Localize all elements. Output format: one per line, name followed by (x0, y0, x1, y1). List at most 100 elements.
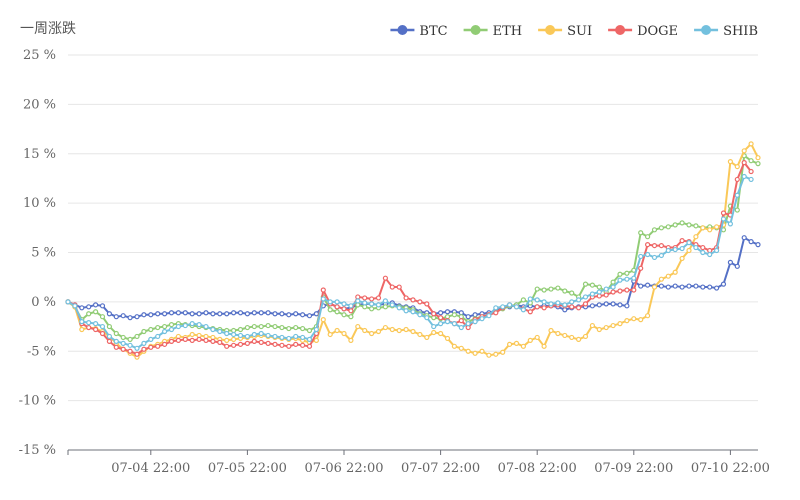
data-point (631, 316, 637, 322)
data-point (748, 158, 754, 164)
data-point (127, 336, 133, 342)
data-point (438, 310, 444, 316)
legend-item-shib[interactable]: SHIB (694, 24, 758, 39)
legend-item-eth[interactable]: ETH (463, 24, 523, 39)
data-point (651, 227, 658, 233)
data-point (175, 337, 181, 343)
legend-item-sui[interactable]: SUI (538, 24, 592, 39)
chart-title: 一周涨跌 (20, 21, 76, 37)
data-point (341, 330, 347, 337)
data-point (610, 284, 616, 290)
data-point (258, 339, 264, 345)
data-point (617, 288, 623, 294)
data-point (720, 216, 727, 222)
data-point (700, 284, 706, 290)
y-tick-label: 20 % (23, 97, 56, 112)
data-point (638, 283, 644, 289)
data-point (458, 318, 464, 324)
data-point (458, 324, 464, 331)
data-point (741, 173, 747, 180)
data-point (651, 254, 658, 261)
data-point (231, 310, 237, 316)
data-point (734, 207, 740, 213)
data-point (141, 328, 147, 335)
data-point (148, 326, 154, 333)
data-point (582, 294, 589, 300)
data-point (707, 251, 713, 258)
data-point (182, 322, 188, 329)
data-point (603, 324, 609, 331)
data-point (237, 310, 244, 316)
data-point (596, 289, 602, 295)
data-point (106, 311, 113, 317)
data-point (106, 323, 113, 330)
y-axis: -15 % -10 % -5 % 0 % 5 % 10 % 15 % 20 % 25 % (19, 48, 56, 458)
data-point (555, 285, 561, 291)
data-point (203, 323, 209, 330)
legend-marker (545, 25, 556, 35)
data-point (265, 332, 271, 339)
data-point (217, 339, 223, 345)
legend[interactable]: SHIB DOGE SUI ETH BTC (390, 24, 758, 39)
data-point (458, 345, 464, 351)
data-point (92, 326, 99, 333)
data-point (672, 222, 678, 228)
data-point (334, 304, 340, 310)
data-point (679, 220, 685, 226)
data-point (106, 338, 113, 344)
data-point (162, 341, 168, 347)
data-point (403, 326, 409, 333)
data-point (644, 251, 651, 258)
data-point (444, 319, 451, 325)
data-point (755, 161, 761, 167)
data-point (244, 324, 250, 331)
data-point (651, 284, 658, 290)
data-point (86, 324, 92, 331)
data-point (713, 285, 720, 291)
data-point (417, 331, 423, 338)
data-point (644, 234, 651, 240)
data-point (644, 242, 651, 248)
data-point (375, 328, 382, 335)
series-line (67, 175, 752, 350)
data-point (396, 284, 402, 290)
data-point (327, 299, 333, 305)
data-point (231, 342, 237, 348)
data-point (603, 301, 609, 307)
data-point (541, 287, 547, 293)
y-tick-label: 10 % (23, 196, 56, 211)
data-point (210, 326, 216, 333)
data-point (596, 284, 602, 290)
data-point (168, 326, 175, 333)
legend-item-btc[interactable]: BTC (390, 24, 448, 39)
data-point (251, 338, 257, 344)
data-point (562, 302, 568, 308)
data-point (244, 311, 250, 317)
data-point (155, 333, 161, 340)
data-point (134, 333, 140, 340)
data-point (520, 343, 527, 349)
data-point (700, 244, 706, 251)
data-point (520, 297, 527, 303)
data-point (534, 286, 540, 292)
data-point (113, 330, 119, 337)
data-point (665, 224, 671, 230)
data-point (582, 333, 589, 340)
data-point (210, 311, 216, 317)
data-point (106, 333, 113, 340)
data-point (286, 335, 292, 342)
data-point (355, 323, 361, 330)
data-point (272, 341, 278, 347)
data-point (700, 249, 706, 256)
data-point (479, 316, 485, 322)
data-point (582, 301, 589, 307)
data-point (658, 225, 665, 231)
data-point (465, 321, 471, 327)
data-point (569, 304, 575, 310)
data-point (527, 337, 533, 343)
data-point (589, 282, 596, 288)
data-point (286, 325, 292, 332)
legend-item-doge[interactable]: DOGE (608, 24, 678, 39)
x-tick-label: 07-07 22:00 (401, 461, 480, 476)
